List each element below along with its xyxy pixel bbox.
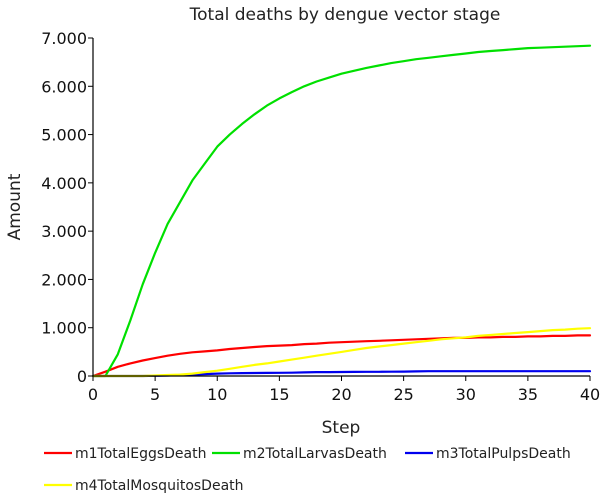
y-axis-label: Amount	[5, 173, 25, 240]
x-tick-label: 30	[456, 385, 476, 404]
y-tick-label: 6.000	[41, 77, 87, 96]
x-tick-label: 5	[150, 385, 160, 404]
plot-area	[91, 44, 592, 378]
y-tick-label: 1.000	[41, 319, 87, 338]
series-line-m4TotalMosquitosDeath	[91, 327, 592, 378]
y-tick-label: 0	[77, 367, 87, 386]
x-tick-label: 25	[393, 385, 413, 404]
series-line-m2TotalLarvasDeath	[91, 44, 592, 378]
legend-label: m2TotalLarvasDeath	[243, 446, 387, 462]
chart-title: Total deaths by dengue vector stage	[189, 5, 501, 25]
x-axis-ticks: 0 5 10 15 20 25 30 35 40	[88, 376, 600, 404]
legend-item: m1TotalEggsDeath	[44, 446, 207, 462]
x-tick-label: 10	[207, 385, 227, 404]
legend-label: m3TotalPulpsDeath	[436, 446, 571, 462]
legend-item: m4TotalMosquitosDeath	[44, 478, 244, 494]
y-tick-label: 7.000	[41, 29, 87, 48]
y-tick-label: 2.000	[41, 270, 87, 289]
y-axis-ticks: 0 1.000 2.000 3.000 4.000 5.000 6.000 7.000	[41, 29, 93, 386]
legend: m1TotalEggsDeath m2TotalLarvasDeath m3Tota…	[44, 446, 571, 494]
series-line-m1TotalEggsDeath	[91, 334, 592, 378]
x-tick-label: 15	[269, 385, 289, 404]
legend-label: m1TotalEggsDeath	[75, 446, 207, 462]
y-tick-label: 3.000	[41, 222, 87, 241]
legend-item: m2TotalLarvasDeath	[212, 446, 387, 462]
legend-label: m4TotalMosquitosDeath	[75, 478, 244, 494]
x-tick-label: 0	[88, 385, 98, 404]
y-tick-label: 4.000	[41, 174, 87, 193]
x-tick-label: 20	[331, 385, 351, 404]
x-axis-label: Step	[322, 418, 361, 438]
y-tick-label: 5.000	[41, 126, 87, 145]
x-tick-label: 40	[580, 385, 600, 404]
legend-item: m3TotalPulpsDeath	[405, 446, 571, 462]
x-tick-label: 35	[518, 385, 538, 404]
